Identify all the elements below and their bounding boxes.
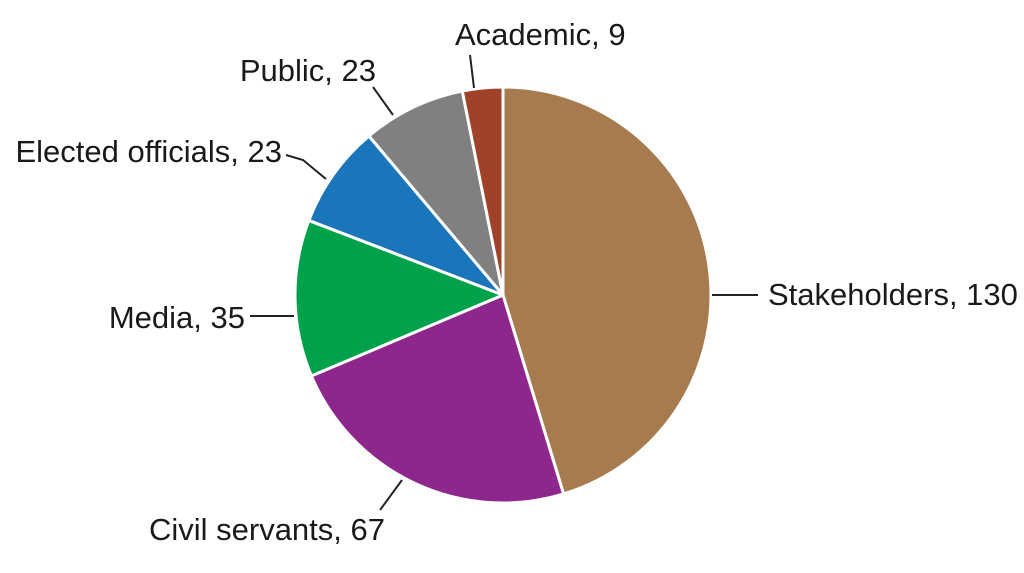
slice-label-public: Public, 23 bbox=[240, 53, 376, 88]
leader-line-elected-officials bbox=[285, 154, 327, 180]
pie-slice-elected-officials bbox=[307, 134, 505, 297]
leader-line-academic bbox=[469, 54, 475, 89]
slice-label-academic: Academic, 9 bbox=[455, 17, 626, 52]
leader-line-public bbox=[372, 86, 394, 116]
leader-lines-layer bbox=[250, 54, 758, 511]
leader-line-civil-servants bbox=[379, 479, 403, 511]
slices-layer bbox=[293, 85, 713, 505]
labels-layer: Stakeholders, 130 Civil servants, 67 Media… bbox=[15, 17, 1017, 547]
pie-slice-academic bbox=[460, 85, 505, 297]
pie-slice-public bbox=[367, 89, 505, 297]
pie-slice-media bbox=[293, 218, 505, 378]
pie-slice-stakeholders bbox=[501, 85, 713, 496]
slice-label-elected-officials: Elected officials, 23 bbox=[15, 134, 282, 169]
slice-label-media: Media, 35 bbox=[109, 300, 245, 335]
slice-label-civil-servants: Civil servants, 67 bbox=[149, 512, 385, 547]
slice-label-stakeholders: Stakeholders, 130 bbox=[768, 277, 1018, 312]
pie-slice-civil-servants bbox=[309, 293, 566, 505]
